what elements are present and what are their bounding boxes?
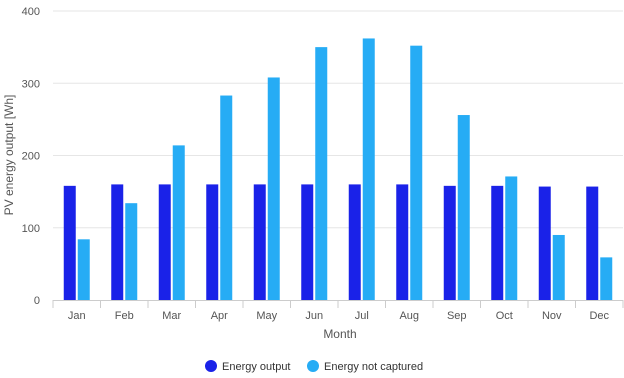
bar-energy-output[interactable] (491, 185, 504, 300)
y-tick-label: 200 (22, 151, 40, 163)
bar-energy-not-captured[interactable] (172, 145, 185, 300)
axis-layer: PV energy output [Wh] Month 0 100 200 300 40… (2, 6, 624, 341)
y-tick-label: 0 (34, 295, 40, 307)
y-axis-title: PV energy output [Wh] (2, 95, 16, 216)
x-tick-label: Nov (542, 310, 562, 322)
y-tick-label: 100 (22, 223, 40, 235)
legend-item-energy-not-captured[interactable]: Energy not captured (307, 360, 423, 373)
bar-energy-not-captured[interactable] (552, 234, 565, 300)
legend-swatch-energy-not-captured (307, 360, 319, 372)
bar-energy-output[interactable] (158, 184, 171, 300)
bar-energy-not-captured[interactable] (505, 176, 518, 300)
x-tick-label: Jul (355, 310, 369, 322)
bar-energy-output[interactable] (111, 184, 124, 300)
bar-energy-output[interactable] (206, 184, 219, 300)
bar-energy-output[interactable] (586, 186, 599, 300)
bar-energy-not-captured[interactable] (125, 203, 138, 300)
bar-energy-output[interactable] (396, 184, 409, 300)
x-tick-label: Sep (447, 310, 467, 322)
legend-label-energy-output: Energy output (222, 361, 291, 373)
bar-energy-not-captured[interactable] (77, 239, 90, 300)
bar-energy-output[interactable] (301, 184, 314, 300)
bar-energy-not-captured[interactable] (600, 257, 613, 300)
x-tick-label: Jan (68, 310, 86, 322)
bar-energy-output[interactable] (253, 184, 266, 300)
bars-layer (63, 38, 613, 301)
legend: Energy output Energy not captured (205, 360, 423, 373)
x-axis-title: Month (323, 327, 356, 341)
bar-energy-not-captured[interactable] (220, 95, 233, 300)
x-tick-label: May (256, 310, 277, 322)
x-tick-label: Jun (305, 310, 323, 322)
x-tick-label: Dec (589, 310, 609, 322)
bar-energy-not-captured[interactable] (410, 45, 423, 301)
bar-energy-not-captured[interactable] (267, 77, 280, 300)
grid-layer (53, 10, 623, 229)
x-tick-label: Mar (162, 310, 181, 322)
legend-label-energy-not-captured: Energy not captured (324, 361, 423, 373)
y-tick-label: 300 (22, 78, 40, 90)
bar-energy-output[interactable] (63, 185, 76, 300)
bar-energy-not-captured[interactable] (362, 38, 375, 301)
x-tick-label: Oct (496, 310, 513, 322)
bar-energy-output[interactable] (348, 184, 361, 300)
legend-swatch-energy-output (205, 360, 217, 372)
bar-energy-not-captured[interactable] (457, 115, 470, 300)
legend-item-energy-output[interactable]: Energy output (205, 360, 291, 373)
bar-energy-output[interactable] (443, 185, 456, 300)
x-tick-label: Feb (115, 310, 134, 322)
bar-energy-not-captured[interactable] (315, 47, 328, 300)
bar-energy-output[interactable] (538, 186, 551, 300)
x-tick-label: Aug (399, 310, 419, 322)
y-tick-label: 400 (22, 6, 40, 18)
x-tick-label: Apr (211, 310, 228, 322)
